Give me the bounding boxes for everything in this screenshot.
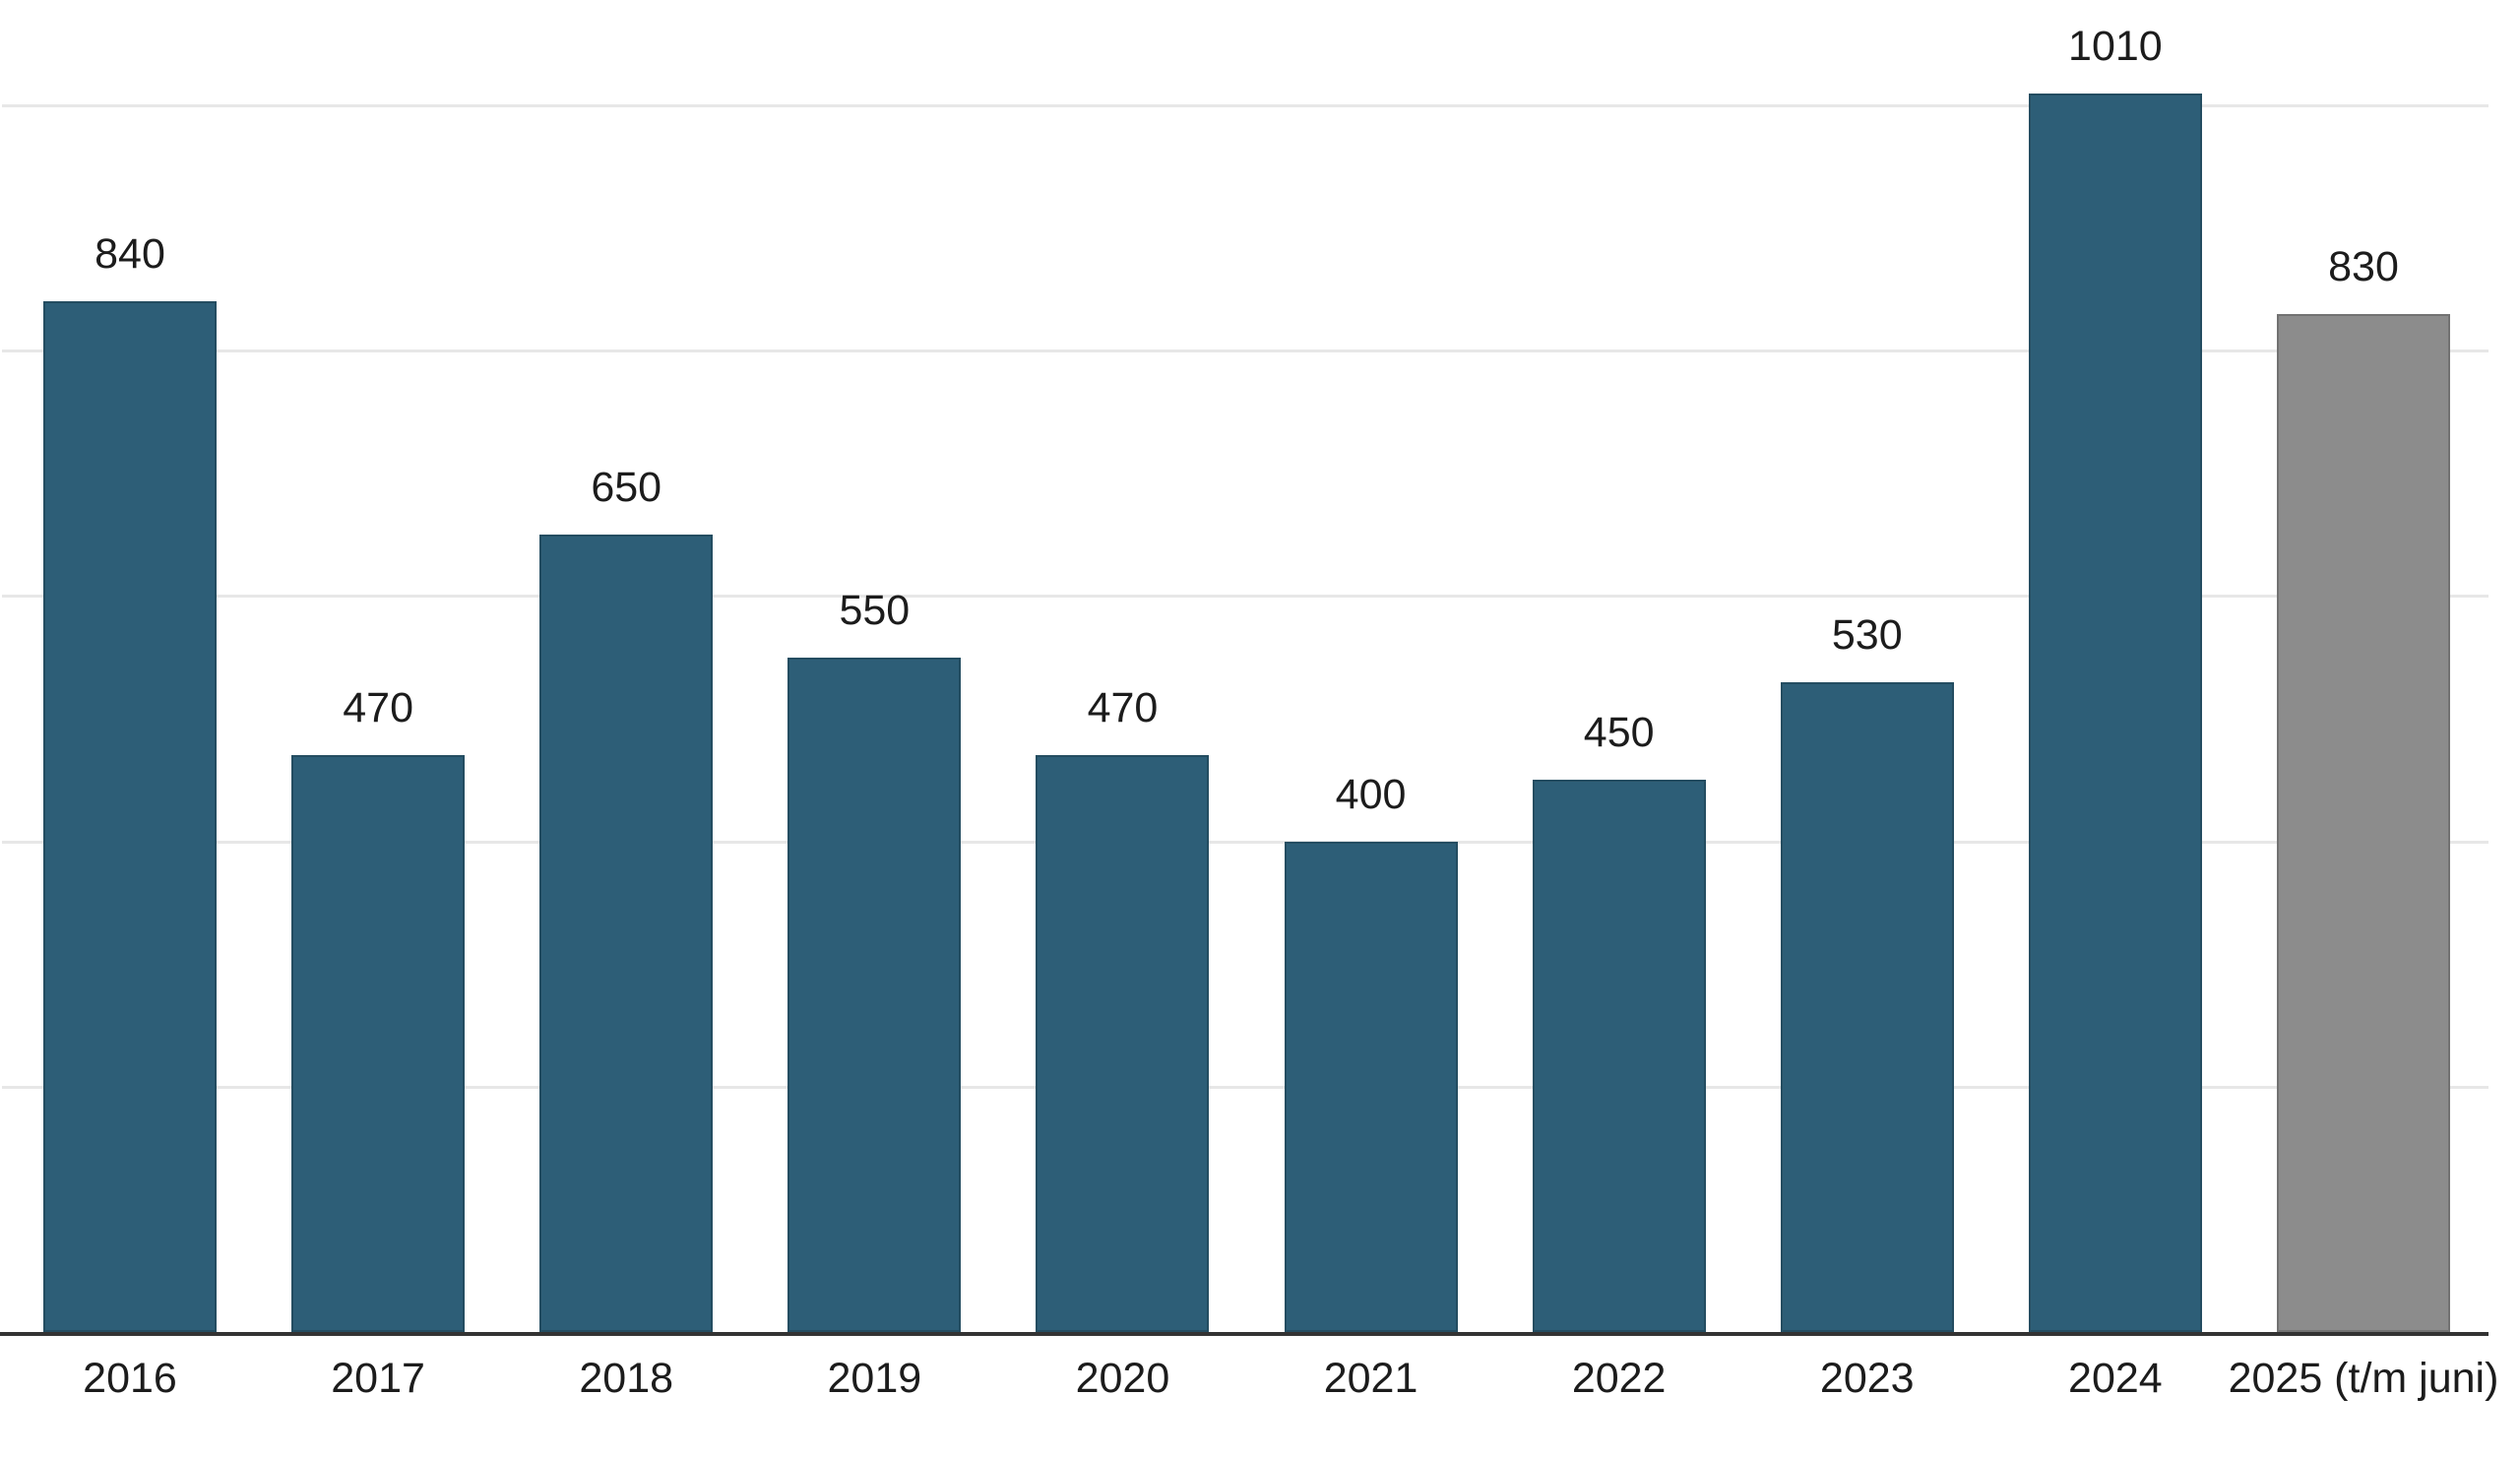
bar-value-label-2024: 1010	[2068, 22, 2163, 70]
bar-2017[interactable]	[291, 755, 466, 1332]
bar-column-2021: 400	[1284, 0, 1458, 1332]
x-tick-label-2021: 2021	[1323, 1355, 1418, 1402]
bar-2018[interactable]	[539, 535, 714, 1332]
x-tick-label-2024: 2024	[2068, 1355, 2163, 1402]
bar-2022[interactable]	[1532, 780, 1706, 1332]
gridline-800	[2, 349, 2488, 353]
bar-value-label-2021: 400	[1335, 770, 1407, 818]
bar-column-2020: 470	[1036, 0, 1210, 1332]
x-axis-line	[0, 1332, 2488, 1336]
gridline-600	[2, 595, 2488, 599]
bar-value-label-2025: 830	[2328, 242, 2399, 290]
bar-2019[interactable]	[788, 657, 962, 1332]
x-tick-label-2023: 2023	[1819, 1355, 1915, 1402]
x-tick-label-2022: 2022	[1571, 1355, 1667, 1402]
bar-column-2025: 830	[2277, 0, 2450, 1332]
x-tick-label-2025: 2025 (t/m juni)	[2228, 1355, 2499, 1402]
bar-value-label-2019: 550	[839, 586, 911, 634]
bar-column-2018: 650	[539, 0, 714, 1332]
x-tick-label-2018: 2018	[579, 1355, 674, 1402]
bar-column-2017: 470	[291, 0, 466, 1332]
bar-column-2022: 450	[1532, 0, 1706, 1332]
bar-value-label-2017: 470	[343, 684, 413, 732]
bar-column-2023: 530	[1780, 0, 1954, 1332]
x-tick-label-2019: 2019	[827, 1355, 922, 1402]
bar-column-2016: 840	[43, 0, 217, 1332]
bar-value-label-2016: 840	[94, 230, 165, 279]
bar-2016[interactable]	[43, 301, 217, 1332]
x-tick-label-2020: 2020	[1075, 1355, 1170, 1402]
gridline-200	[2, 1085, 2488, 1089]
gridline-1000	[2, 104, 2488, 108]
bar-value-label-2020: 470	[1087, 684, 1159, 732]
bar-2023[interactable]	[1780, 681, 1954, 1332]
plot-area: 840 470 650 550 470 400 450 530 1010 830	[43, 0, 2450, 1332]
bar-2021[interactable]	[1284, 841, 1458, 1332]
bar-column-2024: 1010	[2028, 0, 2202, 1332]
gridline-400	[2, 840, 2488, 844]
bar-column-2019: 550	[788, 0, 962, 1332]
x-tick-label-2016: 2016	[83, 1355, 177, 1402]
bar-2025[interactable]	[2277, 313, 2450, 1332]
bar-2024[interactable]	[2028, 93, 2202, 1332]
bar-2020[interactable]	[1036, 755, 1210, 1332]
bar-value-label-2022: 450	[1583, 709, 1655, 757]
bar-value-label-2023: 530	[1831, 610, 1903, 659]
bar-value-label-2018: 650	[591, 464, 662, 512]
x-tick-label-2017: 2017	[331, 1355, 425, 1402]
